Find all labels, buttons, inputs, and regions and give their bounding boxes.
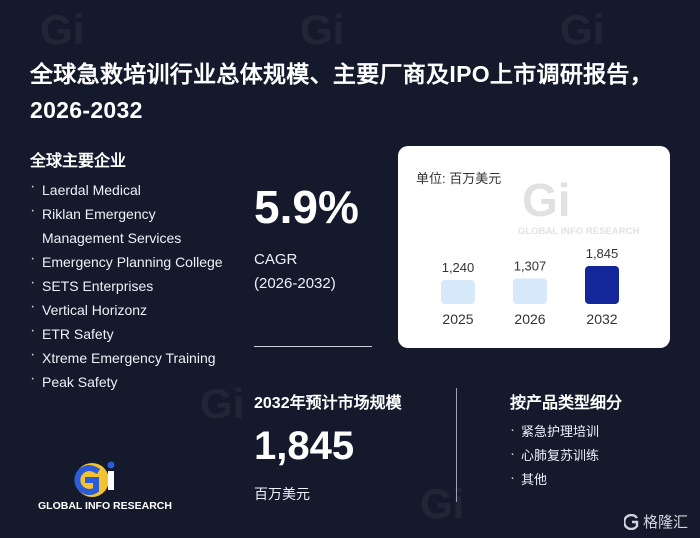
data-label-2032: 1,845 (586, 246, 619, 261)
company-list: Laerdal Medical Riklan Emergency Managem… (30, 175, 230, 394)
chart-card: Gi GLOBAL INFO RESEARCH 单位: 百万美元 1,240 20… (398, 146, 670, 348)
list-item: 其他 (510, 466, 599, 492)
gi-logo: GLOBAL INFO RESEARCH (38, 461, 172, 512)
page-title: 全球急救培训行业总体规模、主要厂商及IPO上市调研报告，2026-2032 (30, 61, 654, 123)
g-logo-icon (624, 513, 639, 530)
footer-brand-text: 格隆汇 (643, 514, 689, 531)
data-label-2026: 1,307 (514, 258, 547, 273)
companies-heading: 全球主要企业 (30, 153, 127, 170)
cagr-label: CAGR (254, 251, 298, 268)
category-label-2025: 2025 (442, 311, 473, 327)
bar-2025 (441, 280, 475, 304)
list-item: ETR Safety (30, 319, 230, 346)
divider (254, 346, 372, 347)
background-watermark: Gi (560, 6, 605, 53)
list-item: Riklan Emergency Management Services (30, 199, 230, 250)
chart-unit-label: 单位: 百万美元 (416, 171, 502, 186)
gi-logo-text: GLOBAL INFO RESEARCH (38, 500, 172, 512)
vertical-divider (456, 388, 457, 502)
svg-text:Gi: Gi (522, 174, 571, 226)
cagr-value: 5.9% (254, 181, 359, 233)
market-2032-heading: 2032年预计市场规模 (254, 395, 402, 412)
list-item: SETS Enterprises (30, 271, 230, 298)
market-2032-value: 1,845 (254, 424, 355, 468)
list-item: Emergency Planning College (30, 247, 230, 274)
category-label-2032: 2032 (586, 311, 617, 327)
list-item: 紧急护理培训 (510, 418, 599, 444)
background-watermark: Gi (420, 480, 465, 527)
bar-chart: 1,240 2025 1,307 2026 1,845 2032 (441, 246, 619, 327)
list-item: Peak Safety (30, 367, 230, 394)
list-item: Xtreme Emergency Training (30, 343, 230, 370)
background-watermark: Gi (40, 6, 85, 53)
svg-text:GLOBAL INFO RESEARCH: GLOBAL INFO RESEARCH (518, 226, 639, 237)
footer-brand: 格隆汇 (624, 511, 688, 532)
bar-2026 (513, 278, 547, 304)
background-watermark: Gi (300, 6, 345, 53)
list-item: Vertical Horizonz (30, 295, 230, 322)
segment-list: 紧急护理培训 心肺复苏训练 其他 (510, 418, 599, 492)
segments-heading: 按产品类型细分 (510, 395, 623, 412)
bar-2032 (585, 266, 619, 304)
list-item: Laerdal Medical (30, 175, 230, 202)
market-2032-unit: 百万美元 (254, 486, 310, 502)
list-item: 心肺复苏训练 (510, 442, 599, 468)
data-label-2025: 1,240 (442, 260, 475, 275)
cagr-period: (2026-2032) (254, 275, 336, 292)
category-label-2026: 2026 (514, 311, 545, 327)
